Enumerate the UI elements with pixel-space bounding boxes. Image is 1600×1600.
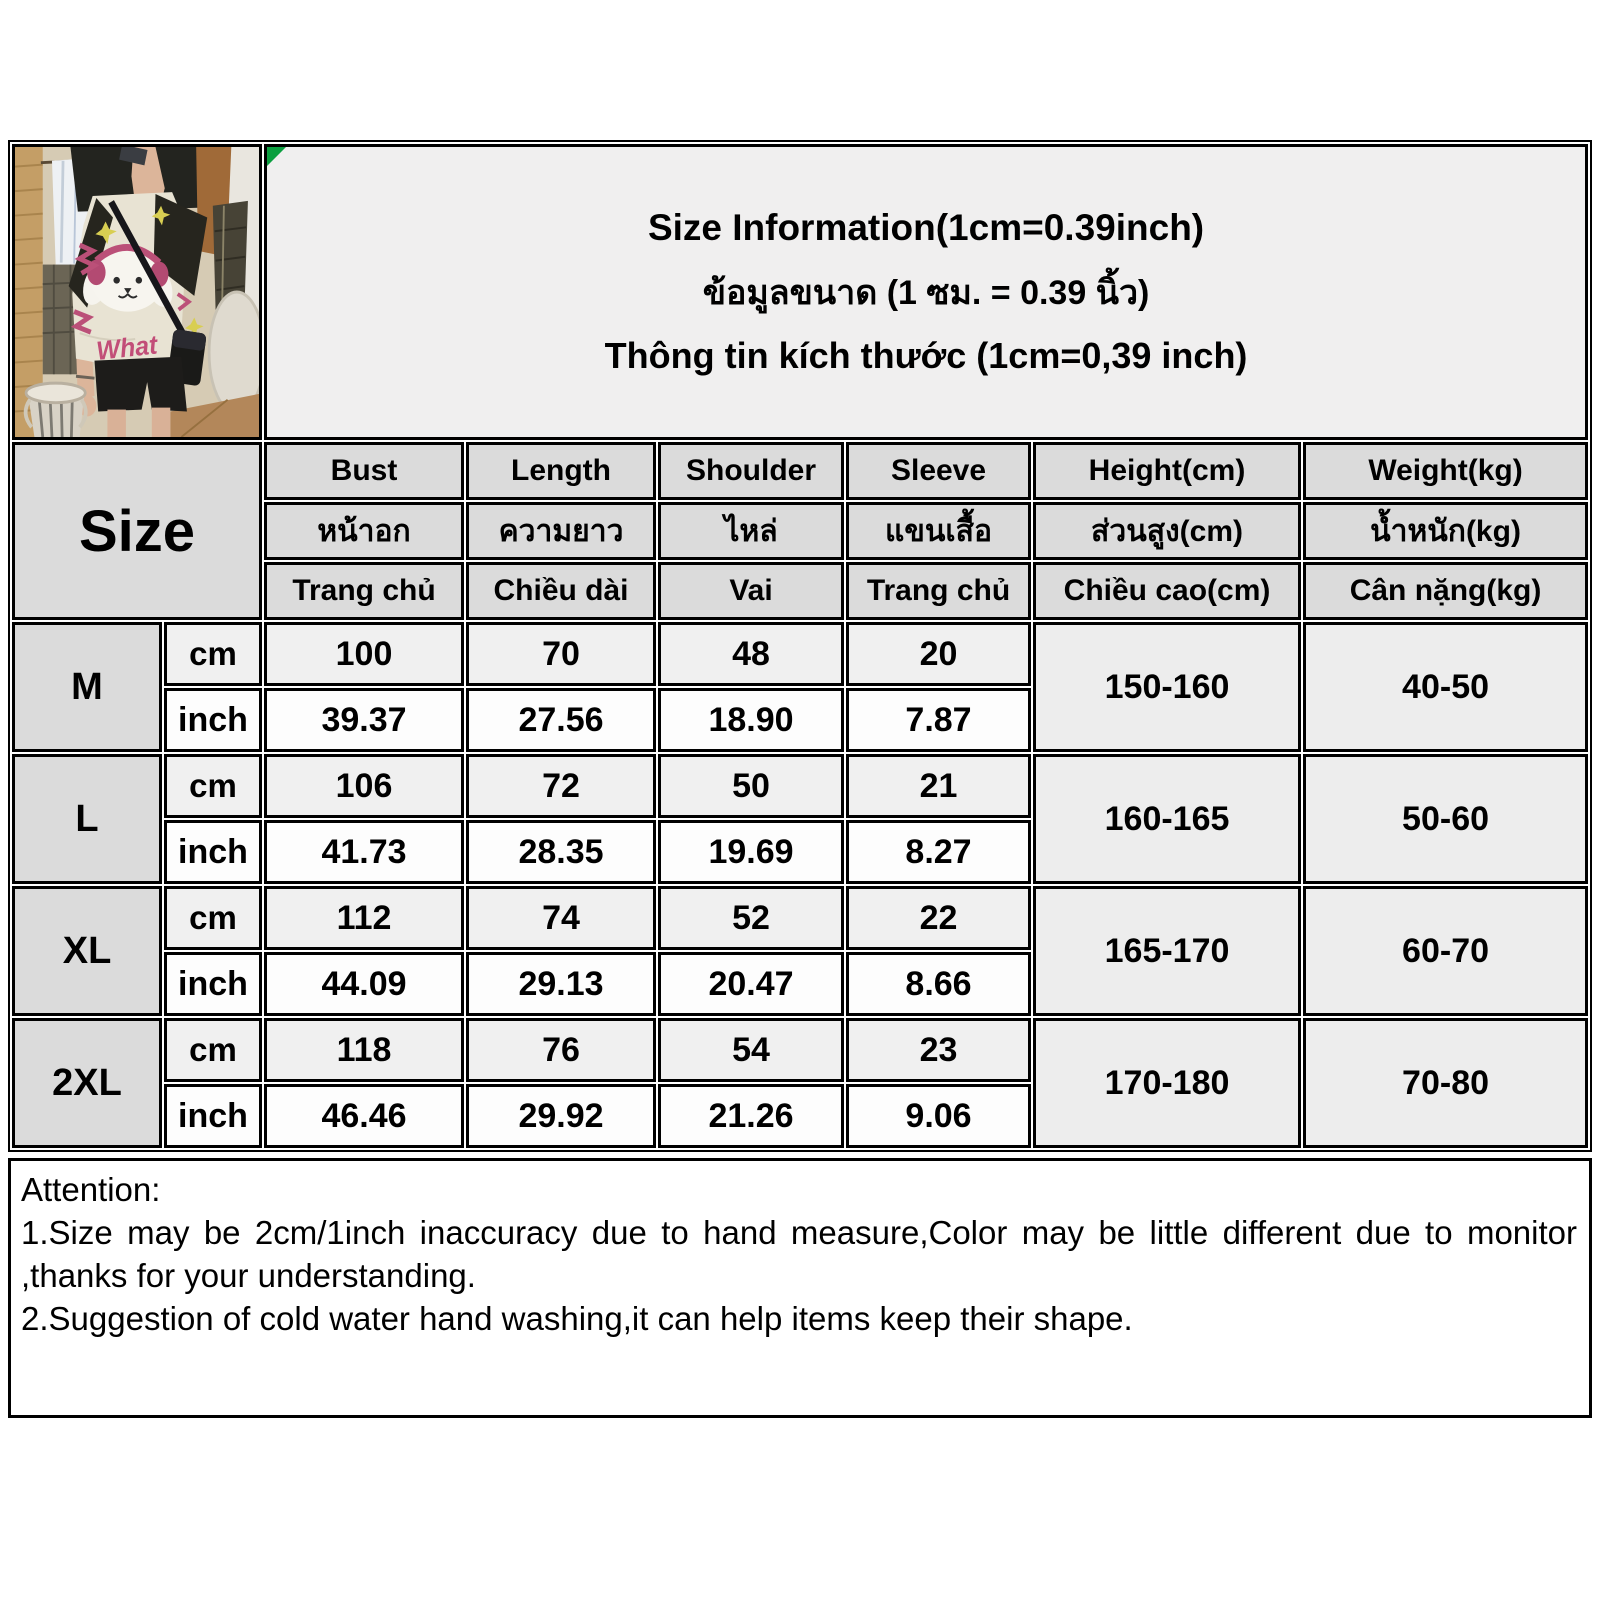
table-row-l-cm: L cm 106 72 50 21 160-165 50-60 — [12, 754, 1589, 884]
header-title-en: Size Information(1cm=0.39inch) — [647, 207, 1205, 248]
col-header-sleeve-th: แขนเสื้อ — [846, 502, 1032, 560]
cell-l-sleeve-cm: 21 — [846, 754, 1032, 818]
table-row-2xl-inch: inch 46.46 29.92 21.26 9.06 — [12, 1084, 1588, 1148]
attention-box: Attention: 1.Size may be 2cm/1inch inacc… — [8, 1158, 1592, 1418]
cell-2xl-bust-cm: 118 — [264, 1018, 465, 1082]
cell-m-shoulder-cm: 48 — [658, 622, 845, 686]
cell-2xl-length-inch: 29.92 — [466, 1084, 657, 1148]
size-label-xl: XL — [12, 886, 162, 1016]
col-header-sleeve-en: Sleeve — [846, 442, 1032, 500]
model-lower — [94, 356, 187, 437]
cell-m-sleeve-cm: 20 — [846, 622, 1032, 686]
cell-2xl-shoulder-cm: 54 — [658, 1018, 845, 1082]
cell-xl-height: 165-170 — [1033, 886, 1302, 1016]
attention-note-1: 1.Size may be 2cm/1inch inaccuracy due t… — [21, 1213, 1577, 1294]
cell-xl-sleeve-cm: 22 — [846, 886, 1032, 950]
col-header-height-th: ส่วนสูง(cm) — [1033, 502, 1302, 560]
cell-m-sleeve-inch: 7.87 — [846, 688, 1032, 752]
col-header-shoulder-en: Shoulder — [658, 442, 845, 500]
cell-m-shoulder-inch: 18.90 — [658, 688, 845, 752]
header-title-th: ข้อมูลขนาด (1 ซม. = 0.39 นิ้ว) — [702, 274, 1150, 312]
cell-xl-weight: 60-70 — [1303, 886, 1589, 1016]
photo-illustration: What — [15, 147, 260, 437]
cell-l-length-cm: 72 — [466, 754, 657, 818]
size-information-header: Size Information(1cm=0.39inch) ข้อมูลขนา… — [264, 144, 1589, 440]
col-header-shoulder-vi: Vai — [658, 562, 845, 620]
size-table: What — [8, 140, 1593, 1152]
cell-l-height: 160-165 — [1033, 754, 1302, 884]
size-label-l: L — [12, 754, 162, 884]
col-header-shoulder-th: ไหล่ — [658, 502, 845, 560]
cell-xl-bust-cm: 112 — [264, 886, 465, 950]
cell-m-height: 150-160 — [1033, 622, 1302, 752]
col-header-length-vi: Chiều dài — [466, 562, 657, 620]
cell-l-shoulder-inch: 19.69 — [658, 820, 845, 884]
size-label-m: M — [12, 622, 162, 752]
cell-2xl-sleeve-cm: 23 — [846, 1018, 1032, 1082]
attention-note-2: 2.Suggestion of cold water hand washing,… — [21, 1299, 1133, 1337]
cell-l-shoulder-cm: 50 — [658, 754, 845, 818]
col-header-height-vi: Chiều cao(cm) — [1033, 562, 1302, 620]
cell-m-weight: 40-50 — [1303, 622, 1589, 752]
product-photo: What — [12, 144, 263, 440]
cell-xl-bust-inch: 44.09 — [264, 952, 465, 1016]
col-header-bust-en: Bust — [264, 442, 465, 500]
unit-label: cm — [164, 622, 263, 686]
col-header-weight-en: Weight(kg) — [1303, 442, 1589, 500]
rattan-basket — [23, 381, 88, 437]
cell-2xl-weight: 70-80 — [1303, 1018, 1589, 1148]
table-row-xl-inch: inch 44.09 29.13 20.47 8.66 — [12, 952, 1588, 1016]
cell-l-weight: 50-60 — [1303, 754, 1589, 884]
cell-2xl-sleeve-inch: 9.06 — [846, 1084, 1032, 1148]
unit-label: inch — [164, 1084, 263, 1148]
cell-xl-length-cm: 74 — [466, 886, 657, 950]
unit-label: cm — [164, 1018, 263, 1082]
cell-l-bust-cm: 106 — [264, 754, 465, 818]
size-label-2xl: 2XL — [12, 1018, 162, 1148]
cell-m-length-cm: 70 — [466, 622, 657, 686]
cell-2xl-length-cm: 76 — [466, 1018, 657, 1082]
header-title-vi: Thông tin kích thước (1cm=0,39 inch) — [604, 335, 1248, 376]
corner-marker-icon — [267, 147, 287, 166]
cell-2xl-height: 170-180 — [1033, 1018, 1302, 1148]
cell-m-bust-cm: 100 — [264, 622, 465, 686]
col-header-height-en: Height(cm) — [1033, 442, 1302, 500]
unit-label: inch — [164, 952, 263, 1016]
table-row-xl-cm: XL cm 112 74 52 22 165-170 60-70 — [12, 886, 1589, 1016]
size-chart-sheet: What — [8, 140, 1593, 1418]
cell-l-length-inch: 28.35 — [466, 820, 657, 884]
col-header-bust-vi: Trang chủ — [264, 562, 465, 620]
cell-xl-shoulder-cm: 52 — [658, 886, 845, 950]
cell-l-sleeve-inch: 8.27 — [846, 820, 1032, 884]
cell-xl-sleeve-inch: 8.66 — [846, 952, 1032, 1016]
unit-label: cm — [164, 754, 263, 818]
table-row-m-inch: inch 39.37 27.56 18.90 7.87 — [12, 688, 1588, 752]
size-column-header: Size — [12, 442, 263, 620]
unit-label: inch — [164, 820, 263, 884]
col-header-weight-vi: Cân nặng(kg) — [1303, 562, 1589, 620]
col-header-length-en: Length — [466, 442, 657, 500]
col-header-weight-th: น้ำหนัก(kg) — [1303, 502, 1589, 560]
cell-m-length-inch: 27.56 — [466, 688, 657, 752]
unit-label: inch — [164, 688, 263, 752]
unit-label: cm — [164, 886, 263, 950]
col-header-length-th: ความยาว — [466, 502, 657, 560]
table-row-l-inch: inch 41.73 28.35 19.69 8.27 — [12, 820, 1588, 884]
cell-m-bust-inch: 39.37 — [264, 688, 465, 752]
attention-title: Attention: — [21, 1171, 161, 1208]
cell-2xl-bust-inch: 46.46 — [264, 1084, 465, 1148]
table-row-m-cm: M cm 100 70 48 20 150-160 40-50 — [12, 622, 1589, 752]
cell-xl-length-inch: 29.13 — [466, 952, 657, 1016]
col-header-sleeve-vi: Trang chủ — [846, 562, 1032, 620]
cell-l-bust-inch: 41.73 — [264, 820, 465, 884]
col-header-bust-th: หน้าอก — [264, 502, 465, 560]
table-row-2xl-cm: 2XL cm 118 76 54 23 170-180 70-80 — [12, 1018, 1589, 1148]
cell-2xl-shoulder-inch: 21.26 — [658, 1084, 845, 1148]
cell-xl-shoulder-inch: 20.47 — [658, 952, 845, 1016]
